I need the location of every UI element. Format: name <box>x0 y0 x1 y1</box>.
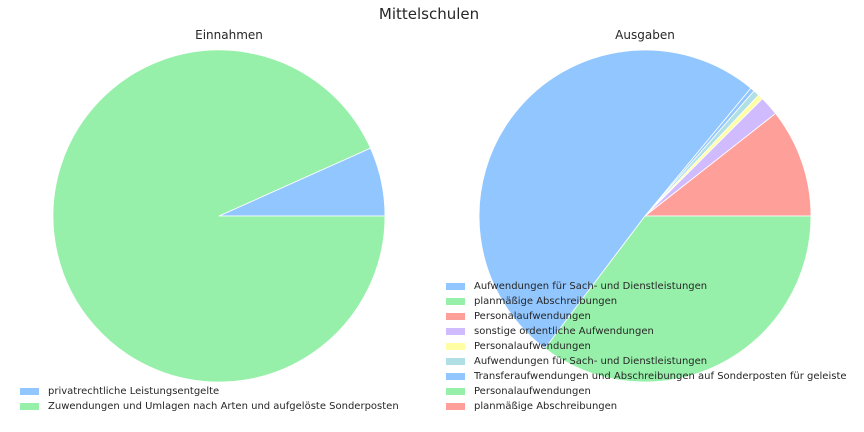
legend-1-item-1: planmäßige Abschreibungen <box>446 294 847 309</box>
ausgaben-pie <box>478 49 812 383</box>
legend-1-swatch-6 <box>446 373 465 380</box>
legend-1-item-3: sonstige ordentliche Aufwendungen <box>446 324 847 339</box>
legend-1-swatch-1 <box>446 298 465 305</box>
legend-1-item-6: Transferaufwendungen und Abschreibungen … <box>446 369 847 384</box>
pie-1-slice-5 <box>478 49 752 349</box>
legend-0-swatch-1 <box>20 403 39 410</box>
pie-1-slice-6 <box>544 215 812 383</box>
legend-1-swatch-2 <box>446 313 465 320</box>
legend-1-item-5: Aufwendungen für Sach- und Dienstleistun… <box>446 354 847 369</box>
legend-1-label-6: Transferaufwendungen und Abschreibungen … <box>474 371 847 382</box>
legend-1-swatch-5 <box>446 358 465 365</box>
legend-1-swatch-3 <box>446 328 465 335</box>
pie-0-slice-1 <box>52 49 386 383</box>
legend-0-label-0: privatrechtliche Leistungsentgelte <box>48 386 220 397</box>
legend-1-item-4: Personalaufwendungen <box>446 339 847 354</box>
legend-0-swatch-0 <box>20 388 39 395</box>
legend-1-label-0: Aufwendungen für Sach- und Dienstleistun… <box>474 281 708 292</box>
legend-0-label-1: Zuwendungen und Umlagen nach Arten und a… <box>48 401 399 412</box>
ausgaben-legend: Aufwendungen für Sach- und Dienstleistun… <box>446 279 847 414</box>
legend-1-label-1: planmäßige Abschreibungen <box>474 296 618 307</box>
legend-1-item-8: planmäßige Abschreibungen <box>446 399 847 414</box>
legend-1-item-2: Personalaufwendungen <box>446 309 847 324</box>
legend-1-item-0: Aufwendungen für Sach- und Dienstleistun… <box>446 279 847 294</box>
legend-1-label-7: Personalaufwendungen <box>474 386 591 397</box>
legend-0-item-1: Zuwendungen und Umlagen nach Arten und a… <box>20 399 399 414</box>
legend-1-swatch-7 <box>446 388 465 395</box>
legend-1-item-7: Personalaufwendungen <box>446 384 847 399</box>
legend-1-label-8: planmäßige Abschreibungen <box>474 401 618 412</box>
legend-1-swatch-0 <box>446 283 465 290</box>
figure-title: Mittelschulen <box>379 5 479 23</box>
legend-1-swatch-8 <box>446 403 465 410</box>
pie-1-slice-0 <box>644 113 812 217</box>
einnahmen-legend: privatrechtliche Leistungsentgelte Zuwend… <box>20 384 399 414</box>
left-pie-title: Einnahmen <box>195 28 263 42</box>
legend-1-label-2: Personalaufwendungen <box>474 311 591 322</box>
legend-1-label-4: Personalaufwendungen <box>474 341 591 352</box>
legend-0-item-0: privatrechtliche Leistungsentgelte <box>20 384 399 399</box>
right-pie-title: Ausgaben <box>615 28 675 42</box>
einnahmen-pie <box>52 49 386 383</box>
legend-1-label-3: sonstige ordentliche Aufwendungen <box>474 326 654 337</box>
legend-1-swatch-4 <box>446 343 465 350</box>
legend-1-label-5: Aufwendungen für Sach- und Dienstleistun… <box>474 356 708 367</box>
